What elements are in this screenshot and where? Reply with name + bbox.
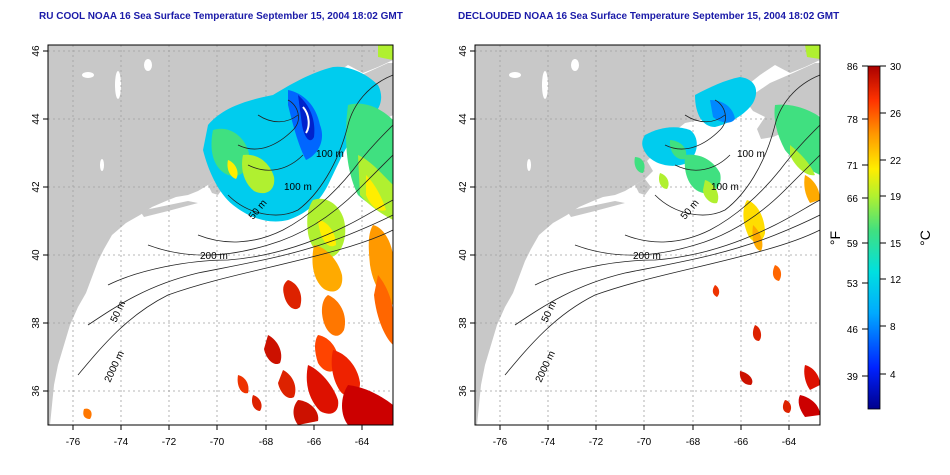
fahrenheit-tick: 39 (847, 372, 859, 383)
map-frame (47, 44, 394, 426)
contour-label: 200 m (200, 251, 228, 262)
colorbar-ticks (862, 65, 886, 377)
contour-label: 100 m (284, 182, 312, 193)
y-tick-label: 42 (458, 181, 469, 193)
celsius-tick: 8 (890, 322, 896, 333)
x-tick-label: -64 (782, 437, 797, 448)
map-frame (474, 44, 821, 426)
x-tick-label: -68 (259, 437, 274, 448)
x-tick-label: -72 (589, 437, 604, 448)
fahrenheit-tick-labels: 86 78 71 66 59 53 46 39 (847, 62, 859, 383)
fahrenheit-tick: 86 (847, 62, 859, 73)
celsius-tick-labels: 30 26 22 19 15 12 8 4 (890, 62, 902, 381)
left-map-panel: 100 m 100 m 50 m 200 m 50 m 2000 m -76 -… (31, 44, 394, 448)
y-tick-label: 36 (458, 385, 469, 397)
fahrenheit-tick: 59 (847, 239, 859, 250)
y-tick-label: 40 (31, 249, 42, 261)
fahrenheit-tick: 46 (847, 325, 859, 336)
contour-label: 100 m (737, 149, 765, 160)
x-tick-label: -64 (355, 437, 370, 448)
x-tick-label: -70 (637, 437, 652, 448)
y-tick-label: 38 (458, 317, 469, 329)
temperature-colorbar: 86 78 71 66 59 53 46 39 30 26 22 19 15 1… (827, 62, 933, 410)
fahrenheit-tick: 66 (847, 194, 859, 205)
fahrenheit-tick: 71 (847, 161, 859, 172)
axis-ticks (43, 50, 363, 430)
x-tick-label: -76 (493, 437, 508, 448)
celsius-tick: 22 (890, 156, 902, 167)
x-axis-labels: -76 -74 -72 -70 -68 -66 -64 (493, 437, 797, 448)
y-axis-labels: 46 44 42 40 38 36 (458, 45, 469, 397)
y-tick-label: 46 (31, 45, 42, 57)
x-tick-label: -72 (162, 437, 177, 448)
x-tick-label: -74 (541, 437, 556, 448)
celsius-tick: 26 (890, 109, 902, 120)
x-tick-label: -68 (686, 437, 701, 448)
celsius-tick: 12 (890, 275, 902, 286)
x-tick-label: -74 (114, 437, 129, 448)
celsius-tick: 30 (890, 62, 902, 73)
celsius-tick: 15 (890, 239, 902, 250)
fahrenheit-tick: 78 (847, 115, 859, 126)
contour-label: 200 m (633, 251, 661, 262)
y-tick-label: 42 (31, 181, 42, 193)
celsius-tick: 4 (890, 370, 896, 381)
y-tick-label: 40 (458, 249, 469, 261)
contour-label: 100 m (316, 149, 344, 160)
sst-data-patches (83, 45, 393, 425)
y-tick-label: 44 (31, 113, 42, 125)
y-axis-labels: 46 44 42 40 38 36 (31, 45, 42, 397)
y-tick-label: 36 (31, 385, 42, 397)
colorbar-gradient (867, 65, 881, 410)
celsius-tick: 19 (890, 192, 902, 203)
fahrenheit-tick: 53 (847, 279, 859, 290)
x-tick-label: -66 (307, 437, 322, 448)
left-map-title: RU COOL NOAA 16 Sea Surface Temperature … (39, 11, 403, 22)
y-tick-label: 38 (31, 317, 42, 329)
right-map-panel: 100 m 100 m 50 m 200 m 50 m 2000 m -76 -… (458, 44, 821, 448)
x-axis-labels: -76 -74 -72 -70 -68 -66 -64 (66, 437, 370, 448)
x-tick-label: -66 (734, 437, 749, 448)
y-tick-label: 46 (458, 45, 469, 57)
y-tick-label: 44 (458, 113, 469, 125)
contour-label: 100 m (711, 182, 739, 193)
fahrenheit-axis-label: °F (827, 231, 843, 245)
celsius-axis-label: °C (917, 230, 933, 246)
axis-ticks (470, 50, 790, 430)
x-tick-label: -70 (210, 437, 225, 448)
right-map-title: DECLOUDED NOAA 16 Sea Surface Temperatur… (458, 11, 840, 22)
x-tick-label: -76 (66, 437, 81, 448)
